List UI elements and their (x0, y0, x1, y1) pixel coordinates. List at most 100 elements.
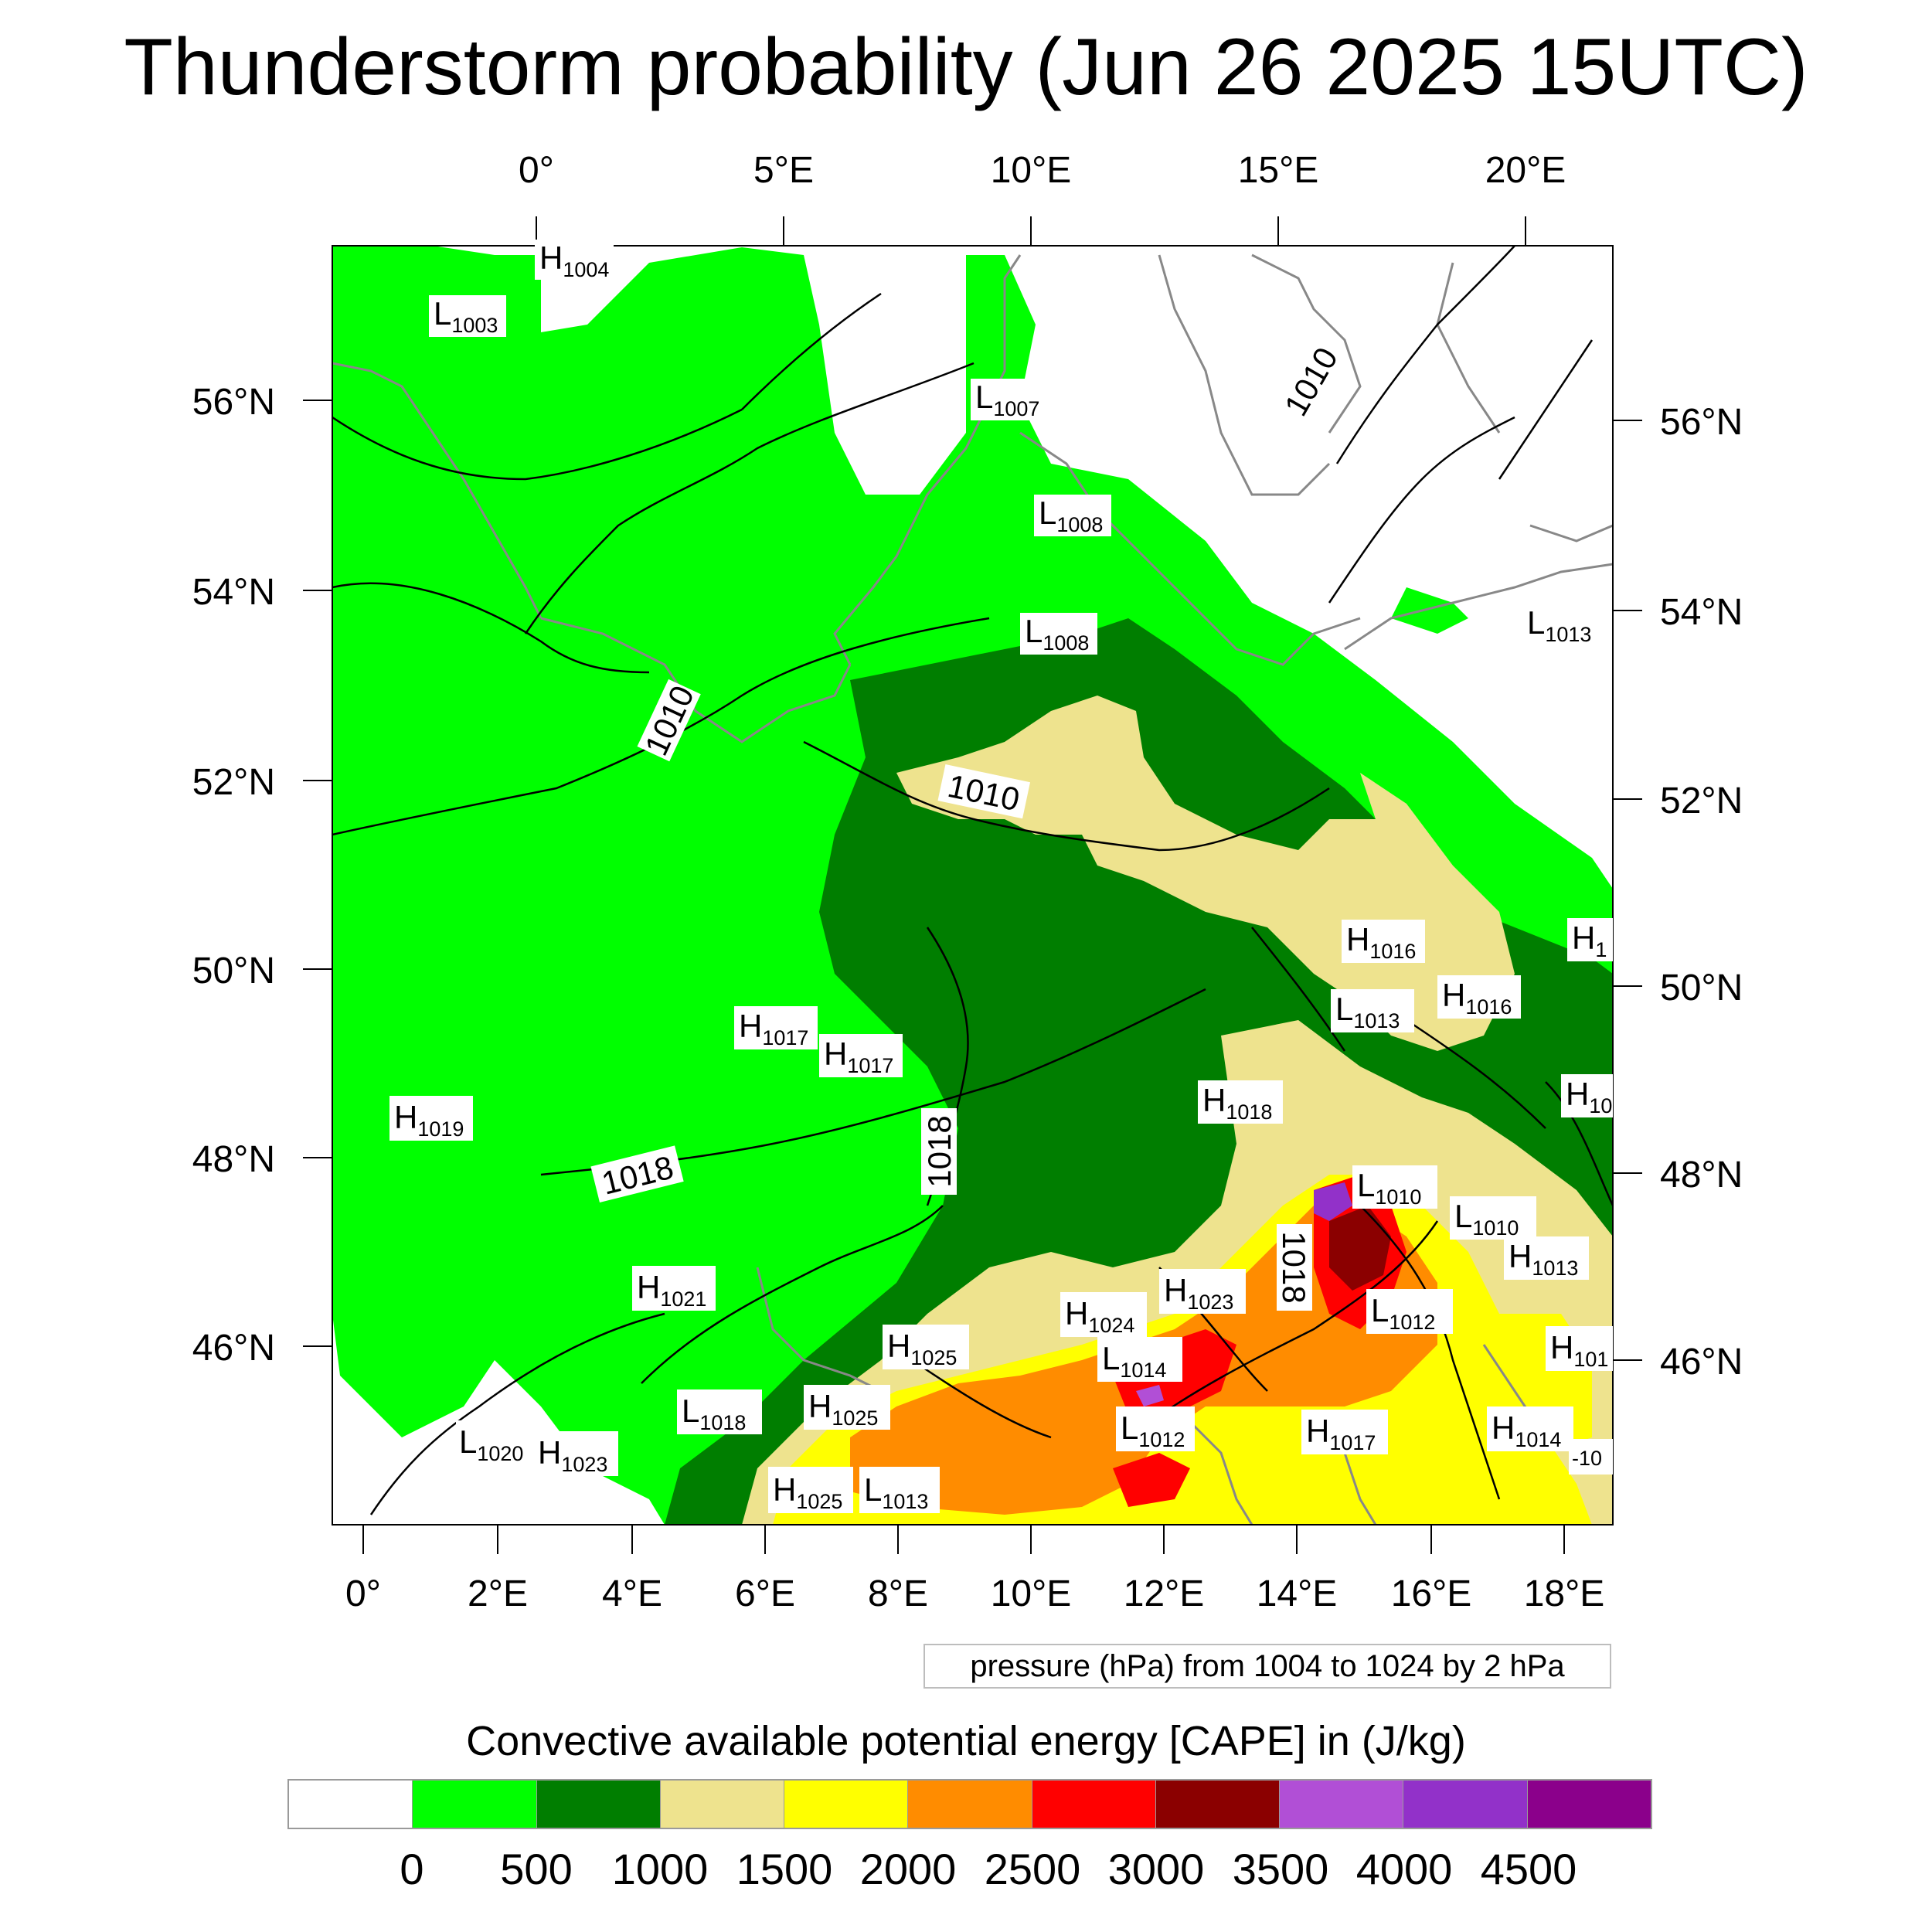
map-frame (332, 245, 1614, 1526)
svg-text:H1023: H1023 (1164, 1272, 1233, 1314)
svg-text:H1017: H1017 (739, 1008, 808, 1049)
svg-text:H1017: H1017 (1306, 1413, 1376, 1454)
svg-text:H1021: H1021 (637, 1269, 706, 1311)
right-lat-label: 54°N (1660, 592, 1743, 633)
pressure-center: H1017 (819, 1034, 903, 1077)
bottom-lon-label: 8°E (868, 1573, 928, 1614)
svg-text:-10: -10 (1572, 1447, 1602, 1470)
right-lat-label: 56°N (1660, 402, 1743, 443)
colorbar-tick-label: 500 (500, 1845, 573, 1893)
left-lat-label: 52°N (192, 762, 275, 803)
top-lon-label: 5°E (753, 150, 814, 191)
colorbar-tick-label: 1500 (736, 1845, 833, 1893)
bottom-lon-label: 6°E (735, 1573, 795, 1614)
cape-region-green-north (332, 246, 464, 386)
colorbar (287, 1779, 1652, 1829)
pressure-center: H1018 (1198, 1080, 1283, 1124)
bottom-lon-label: 10°E (991, 1573, 1072, 1614)
pressure-center: H1021 (632, 1266, 716, 1311)
bottom-lon-label: 18°E (1524, 1573, 1605, 1614)
pressure-center: H1016 (1342, 920, 1425, 963)
svg-text:H1018: H1018 (1202, 1082, 1272, 1124)
pressure-center: L1010 (1450, 1196, 1536, 1240)
bottom-lon-label: 4°E (602, 1573, 662, 1614)
pressure-center: H1025 (804, 1385, 890, 1430)
svg-text:H1004: H1004 (539, 240, 609, 281)
colorbar-tick-label: 4000 (1355, 1845, 1453, 1893)
pressure-center-labels: H1004 L1003 L1007 L1008 L1008 L1013 H101… (389, 240, 1613, 1513)
isobar-label: 1018 (1276, 1231, 1312, 1303)
top-lon-label: 0° (519, 150, 554, 191)
pressure-center: L1013 (1527, 604, 1591, 646)
pressure-center: L1020 (456, 1420, 530, 1465)
cape-region-red-south (1113, 1453, 1190, 1507)
cape-region-purple-alps (1136, 1385, 1164, 1406)
left-latitude-labels: 56°N 54°N 52°N 50°N 48°N 46°N (192, 382, 275, 1369)
top-lon-label: 20°E (1485, 150, 1566, 191)
cape-region-darkred (1329, 1206, 1391, 1291)
svg-text:L1010: L1010 (1454, 1198, 1519, 1240)
svg-text:H1014: H1014 (1492, 1410, 1561, 1451)
colorbar-swatch (1280, 1781, 1404, 1828)
pressure-center: L1008 (1020, 613, 1097, 655)
left-lat-label: 46°N (192, 1328, 275, 1369)
colorbar-title: Convective available potential energy [C… (466, 1718, 1466, 1764)
pressure-center: H1023 (533, 1431, 618, 1476)
isobars (332, 246, 1613, 1515)
pressure-center: H1 (1567, 918, 1613, 961)
svg-text:L1013: L1013 (864, 1471, 928, 1513)
colorbar-tick-label: 4500 (1480, 1845, 1577, 1893)
svg-text:H1016: H1016 (1346, 921, 1416, 963)
svg-text:L1012: L1012 (1371, 1292, 1435, 1334)
bottom-lon-label: 12°E (1124, 1573, 1205, 1614)
left-lat-label: 50°N (192, 951, 275, 992)
top-lon-label: 10°E (991, 150, 1072, 191)
svg-text:H1023: H1023 (538, 1434, 607, 1476)
svg-text:L1003: L1003 (434, 295, 498, 337)
pressure-center: L1008 (1034, 495, 1111, 536)
pressure-center: L1018 (677, 1389, 762, 1434)
pressure-center: H1017 (1301, 1410, 1388, 1454)
pressure-center: H1017 (734, 1006, 818, 1049)
pressure-center: L1012 (1116, 1406, 1195, 1451)
bottom-lon-label: 0° (345, 1573, 381, 1614)
cape-region-green-baltic (1391, 587, 1468, 634)
pressure-center: H1024 (1060, 1292, 1147, 1337)
pressure-center: L1013 (859, 1467, 940, 1513)
svg-text:H1025: H1025 (773, 1471, 842, 1513)
pressure-center: H1019 (389, 1096, 473, 1141)
left-lat-label: 56°N (192, 382, 275, 423)
top-longitude-labels: 0° 5°E 10°E 15°E 20°E (519, 150, 1566, 191)
right-lat-label: 48°N (1660, 1155, 1743, 1196)
colorbar-swatch (660, 1781, 785, 1828)
pressure-center: H1025 (768, 1467, 853, 1513)
pressure-center: L1014 (1097, 1337, 1182, 1382)
cape-region-green-channel (402, 433, 634, 680)
svg-text:H10: H10 (1566, 1076, 1612, 1117)
svg-text:H1024: H1024 (1065, 1295, 1134, 1337)
pressure-center: L1012 (1366, 1289, 1453, 1334)
pressure-center: H1016 (1437, 975, 1521, 1019)
svg-text:L1007: L1007 (975, 379, 1039, 420)
colorbar-swatch (413, 1781, 537, 1828)
bottom-lon-label: 14°E (1257, 1573, 1338, 1614)
bottom-longitude-labels: 0° 2°E 4°E 6°E 8°E 10°E 12°E 14°E 16°E 1… (345, 1573, 1604, 1614)
svg-text:L1018: L1018 (682, 1393, 746, 1434)
colorbar-tick-label: 1000 (611, 1845, 709, 1893)
colorbar-swatch (784, 1781, 909, 1828)
svg-text:L1010: L1010 (1357, 1167, 1421, 1209)
svg-text:L1008: L1008 (1025, 613, 1089, 655)
svg-text:H1019: H1019 (394, 1099, 464, 1141)
colorbar-tick-label: 3500 (1232, 1845, 1329, 1893)
left-lat-label: 54°N (192, 572, 275, 613)
colorbar-tick-label: 0 (400, 1845, 424, 1893)
colorbar-swatch (289, 1781, 413, 1828)
isobar-label: 1018 (921, 1115, 957, 1187)
svg-text:H1017: H1017 (824, 1036, 893, 1077)
svg-text:H101: H101 (1550, 1329, 1608, 1371)
bottom-lon-label: 2°E (468, 1573, 528, 1614)
pressure-center: H1004 (535, 240, 614, 281)
pressure-center: H1013 (1504, 1236, 1589, 1280)
cape-region-purple (1314, 1182, 1352, 1221)
